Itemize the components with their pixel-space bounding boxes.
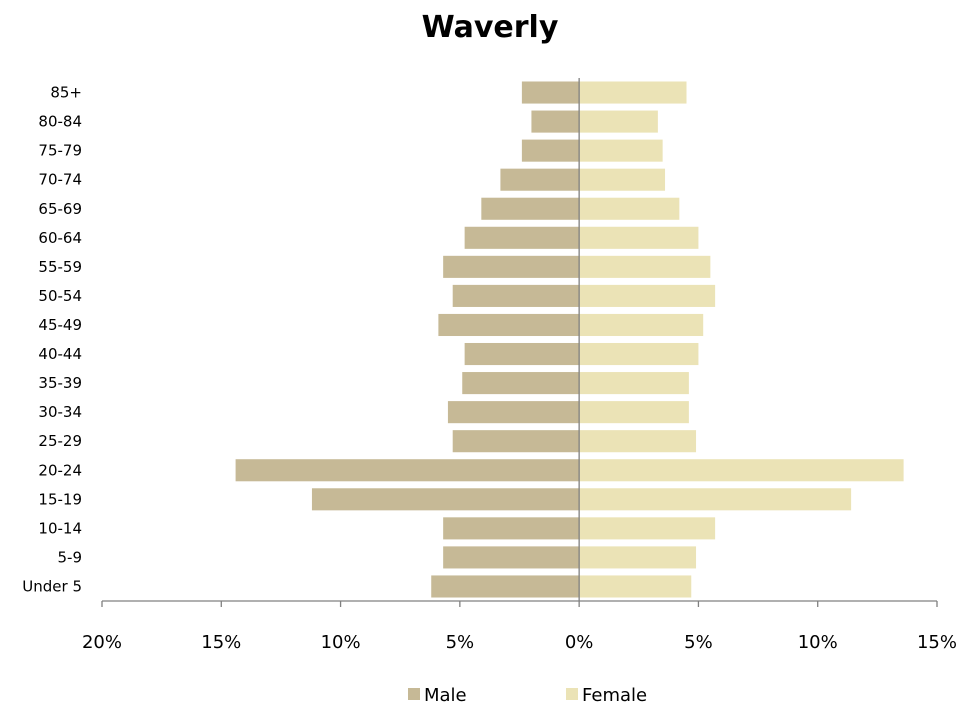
category-label: 50-54 xyxy=(38,287,82,305)
female-bar xyxy=(579,342,699,366)
category-label: 65-69 xyxy=(38,200,82,218)
female-bar xyxy=(579,517,716,540)
category-label: 80-84 xyxy=(38,113,82,131)
x-tick-label: 5% xyxy=(446,632,475,653)
category-label: 25-29 xyxy=(38,432,82,450)
female-bar xyxy=(579,226,699,249)
male-bar xyxy=(500,168,580,191)
female-bar xyxy=(579,430,697,453)
x-tick-label: 20% xyxy=(82,632,122,653)
male-bar xyxy=(464,342,580,366)
male-bar xyxy=(443,255,580,278)
x-tick-label: 10% xyxy=(321,632,361,653)
category-label: 45-49 xyxy=(38,316,82,334)
x-tick-label: 10% xyxy=(798,632,838,653)
female-bar xyxy=(579,401,689,424)
male-bar xyxy=(452,284,580,307)
x-tick-labels: 20% 15% 10% 5% 0% 5% 10% 15% xyxy=(82,632,957,653)
male-bar xyxy=(443,546,580,569)
x-tick-label: 5% xyxy=(684,632,713,653)
category-label: 40-44 xyxy=(38,345,82,363)
x-tick-label: 0% xyxy=(565,632,594,653)
legend-label-male: Male xyxy=(424,685,467,706)
male-bar xyxy=(447,401,580,424)
category-label: 70-74 xyxy=(38,171,82,189)
male-bar xyxy=(431,575,580,598)
female-bar xyxy=(579,139,663,162)
female-bar xyxy=(579,168,666,191)
category-label: 60-64 xyxy=(38,229,82,247)
male-bar xyxy=(521,139,580,162)
male-bar xyxy=(438,313,580,337)
male-bar xyxy=(311,488,580,511)
x-tick-label: 15% xyxy=(201,632,241,653)
female-bar xyxy=(579,488,852,511)
category-label: 15-19 xyxy=(38,490,82,508)
category-label: 85+ xyxy=(50,84,82,102)
female-bar xyxy=(579,255,711,278)
female-bar xyxy=(579,110,658,133)
category-labels: Under 5 5-9 10-14 15-19 20-24 25-29 30-34 35-39… xyxy=(22,84,82,596)
male-bar xyxy=(235,459,580,482)
category-label: 20-24 xyxy=(38,461,82,479)
category-label: Under 5 xyxy=(22,577,82,595)
female-bar xyxy=(579,372,689,395)
male-bar xyxy=(531,110,580,133)
female-bar xyxy=(579,81,687,104)
female-bar xyxy=(579,197,680,220)
category-label: 55-59 xyxy=(38,258,82,276)
category-label: 35-39 xyxy=(38,374,82,392)
male-bar xyxy=(452,430,580,453)
category-label: 30-34 xyxy=(38,403,82,421)
category-label: 5-9 xyxy=(58,548,83,566)
female-bar xyxy=(579,546,697,569)
female-bar xyxy=(579,459,904,482)
chart-title: Waverly xyxy=(422,10,559,45)
bars-layer xyxy=(235,81,904,598)
male-bar xyxy=(462,372,580,395)
male-bar xyxy=(521,81,580,104)
x-tick-label: 15% xyxy=(917,632,957,653)
legend: Male Female xyxy=(408,685,647,706)
male-bar xyxy=(443,517,580,540)
category-label: 10-14 xyxy=(38,519,82,537)
male-bar xyxy=(464,226,580,249)
female-bar xyxy=(579,284,716,307)
legend-label-female: Female xyxy=(582,685,647,706)
category-label: 75-79 xyxy=(38,142,82,160)
female-bar xyxy=(579,575,692,598)
male-bar xyxy=(481,197,580,220)
female-bar xyxy=(579,313,704,337)
legend-swatch-female xyxy=(566,688,578,700)
axis-layer xyxy=(101,78,938,607)
legend-swatch-male xyxy=(408,688,420,700)
